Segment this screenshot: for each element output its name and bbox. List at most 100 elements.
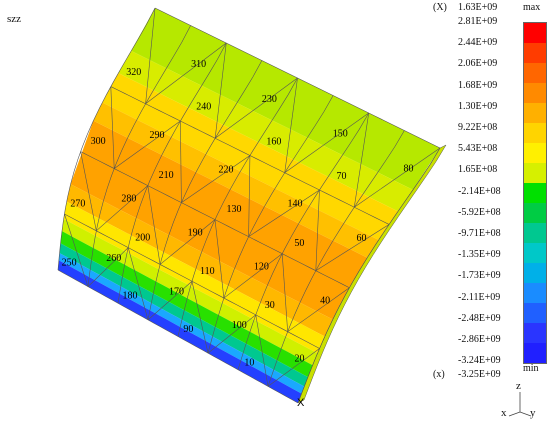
element-label: 150	[333, 129, 348, 140]
element-label: 310	[191, 59, 206, 70]
color-scale-tick-label: -9.71E+08	[458, 228, 501, 239]
element-label: 80	[403, 163, 413, 174]
mesh-line	[353, 112, 370, 208]
mesh-line	[284, 112, 369, 173]
mesh-line	[87, 25, 191, 287]
color-scale-tick-label: 9.22E+08	[458, 122, 498, 133]
node-marker: X	[297, 397, 305, 409]
contour-band	[70, 120, 368, 320]
color-scale-tick-label: 2.06E+09	[458, 58, 498, 70]
color-scale-tick-label: -2.14E+08	[458, 185, 501, 197]
mesh-line	[181, 155, 251, 203]
element-label: 230	[262, 94, 277, 105]
stress-component-label: szz	[7, 13, 22, 25]
color-scale-bar	[523, 22, 547, 364]
element-label: 290	[150, 130, 165, 141]
color-scale-swatch	[524, 183, 546, 203]
color-scale-tick-label: -5.92E+08	[458, 206, 501, 218]
mesh-line	[117, 42, 227, 304]
legend-footer-value: -3.25E+09	[458, 369, 501, 380]
color-scale-swatch	[524, 283, 546, 303]
color-scale-swatch	[524, 303, 546, 323]
legend-max-label: max	[523, 2, 541, 13]
mesh-edges	[57, 7, 441, 404]
axis-triad[interactable]: z x y	[495, 380, 550, 424]
mesh-line	[57, 7, 156, 271]
mesh-line	[191, 281, 209, 354]
element-label: 200	[135, 232, 150, 243]
color-scale-tick-label: 2.44E+09	[458, 37, 498, 49]
mesh-line	[114, 120, 181, 169]
mesh-line	[159, 219, 216, 265]
mesh-line	[145, 42, 227, 105]
axis-x-label: x	[501, 407, 507, 419]
mesh-line	[297, 147, 441, 404]
color-scale-swatch	[524, 123, 546, 143]
element-label: 70	[336, 171, 346, 182]
mesh-line	[177, 77, 298, 337]
mesh-line	[354, 147, 441, 208]
mesh-line	[315, 189, 320, 271]
axis-z-label: z	[516, 380, 521, 392]
color-scale-swatch	[524, 323, 546, 343]
mesh-line	[87, 247, 129, 287]
color-scale-tick-label: -3.24E+09	[458, 355, 501, 367]
element-label: 320	[126, 67, 141, 78]
color-scale-swatch	[524, 243, 546, 263]
mesh-line	[96, 185, 149, 232]
legend-header-marker: (X)	[433, 2, 447, 13]
mesh-line	[147, 185, 161, 265]
element-label: 110	[200, 266, 215, 277]
color-scale-tick-label: 5.43E+08	[458, 143, 498, 155]
mesh-line	[180, 121, 182, 203]
element-label: 40	[320, 295, 330, 306]
element-label: 60	[356, 233, 366, 244]
mesh-line	[284, 77, 298, 173]
element-label: 180	[122, 291, 137, 302]
mesh-line	[214, 42, 227, 139]
color-scale-tick-label: 1.65E+08	[458, 164, 498, 176]
color-scale-swatch	[524, 223, 546, 243]
element-label: 210	[159, 170, 174, 181]
element-label: 100	[232, 320, 247, 331]
color-scale-swatch	[524, 63, 546, 83]
element-label: 170	[169, 286, 184, 297]
element-label: 220	[219, 164, 234, 175]
color-scale-tick-label: -2.11E+09	[458, 291, 501, 303]
mesh-line	[110, 86, 115, 169]
mesh-line	[267, 348, 320, 387]
color-scale-swatch	[524, 83, 546, 103]
color-scale-swatch	[524, 263, 546, 283]
mesh-line	[315, 224, 390, 271]
element-label: 160	[266, 136, 281, 147]
color-scale-tick-label: 1.30E+09	[458, 100, 498, 112]
color-scale-swatch	[524, 23, 546, 43]
mesh-line	[281, 253, 288, 332]
element-label: 250	[62, 257, 77, 268]
mesh-line	[147, 60, 263, 320]
mesh-line	[237, 112, 370, 370]
element-label: 190	[188, 228, 203, 239]
color-scale-swatch	[524, 163, 546, 183]
mesh-line	[127, 247, 149, 320]
color-scale-tick-label: -2.86E+09	[458, 334, 501, 345]
element-label: 50	[294, 238, 304, 249]
color-scale-swatch	[524, 343, 546, 363]
contour-band	[66, 184, 333, 337]
mesh-line	[287, 287, 350, 332]
color-scale-swatch	[524, 203, 546, 223]
color-scale-swatch	[524, 43, 546, 63]
mesh-line	[214, 219, 225, 299]
legend-header-value: 1.63E+09	[458, 2, 498, 13]
contour-band	[61, 218, 318, 366]
mesh-line	[214, 77, 298, 139]
mesh-line	[223, 253, 283, 299]
mesh-line	[207, 95, 334, 354]
element-label: 260	[106, 253, 121, 264]
mesh-line	[248, 189, 320, 237]
contour-band	[59, 243, 308, 387]
color-scale-tick-label: 1.68E+09	[458, 79, 498, 91]
mesh-line	[267, 130, 405, 387]
element-label: 20	[294, 353, 304, 364]
